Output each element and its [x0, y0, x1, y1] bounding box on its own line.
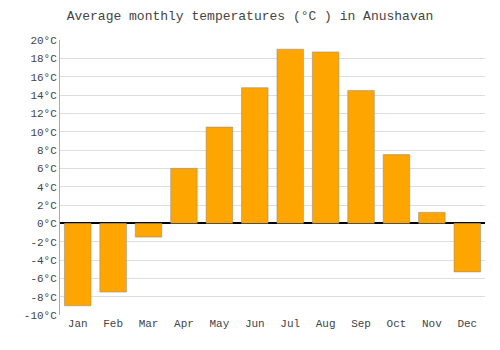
svg-text:8°C: 8°C — [37, 145, 57, 157]
svg-text:Feb: Feb — [103, 318, 123, 330]
svg-text:Aug: Aug — [316, 318, 336, 330]
svg-text:10°C: 10°C — [30, 127, 57, 139]
svg-text:12°C: 12°C — [30, 108, 57, 120]
svg-text:Average monthly temperatures (: Average monthly temperatures (°C ) in An… — [67, 9, 434, 24]
svg-text:Jan: Jan — [68, 318, 88, 330]
svg-text:2°C: 2°C — [37, 200, 57, 212]
svg-text:Dec: Dec — [457, 318, 477, 330]
svg-text:-4°C: -4°C — [30, 255, 57, 267]
svg-text:-8°C: -8°C — [30, 292, 57, 304]
svg-text:May: May — [209, 318, 229, 330]
svg-text:Mar: Mar — [139, 318, 159, 330]
svg-text:Apr: Apr — [174, 318, 194, 330]
svg-text:16°C: 16°C — [30, 72, 57, 84]
svg-text:20°C: 20°C — [30, 35, 57, 47]
svg-text:Nov: Nov — [422, 318, 442, 330]
svg-text:-10°C: -10°C — [24, 310, 57, 322]
svg-text:18°C: 18°C — [30, 53, 57, 65]
svg-text:0°C: 0°C — [37, 218, 57, 230]
svg-text:4°C: 4°C — [37, 182, 57, 194]
svg-text:-6°C: -6°C — [30, 273, 57, 285]
svg-text:14°C: 14°C — [30, 90, 57, 102]
svg-text:Jul: Jul — [280, 318, 300, 330]
svg-text:-2°C: -2°C — [30, 237, 57, 249]
svg-text:6°C: 6°C — [37, 163, 57, 175]
svg-text:Sep: Sep — [351, 318, 371, 330]
svg-text:Oct: Oct — [387, 318, 407, 330]
svg-text:Jun: Jun — [245, 318, 265, 330]
